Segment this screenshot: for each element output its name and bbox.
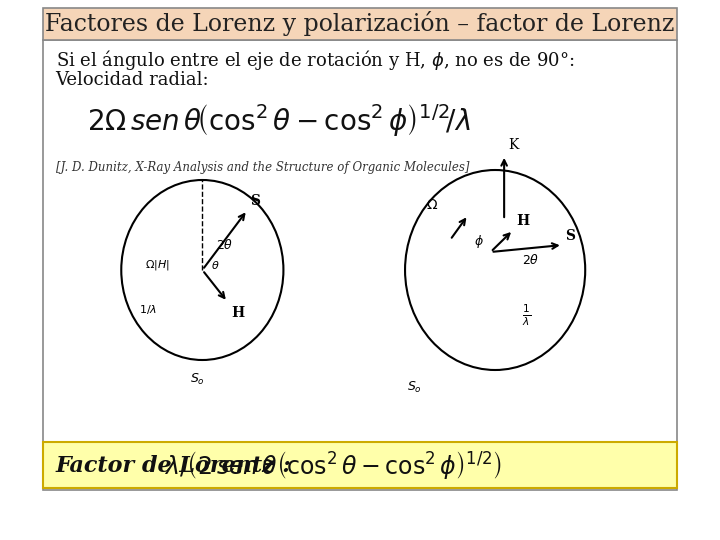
Text: $\phi$: $\phi$ (474, 233, 484, 251)
Text: $2\Omega\,sen\,\theta\!\left(\cos^2\theta - \cos^2\phi\right)^{1/2}\!/\lambda$: $2\Omega\,sen\,\theta\!\left(\cos^2\thet… (87, 102, 471, 138)
Text: [J. D. Dunitz, X-Ray Analysis and the Structure of Organic Molecules]: [J. D. Dunitz, X-Ray Analysis and the St… (55, 161, 469, 174)
Text: S: S (250, 194, 260, 208)
Text: $S_o$: $S_o$ (407, 380, 421, 395)
Text: K: K (508, 138, 519, 152)
Text: H: H (516, 214, 529, 228)
Text: $\Omega$: $\Omega$ (426, 198, 438, 212)
Text: $S_o$: $S_o$ (190, 372, 205, 387)
Text: Factor de Lorentz :: Factor de Lorentz : (55, 454, 292, 476)
Text: H: H (231, 306, 244, 320)
Text: Si el ángulo entre el eje de rotación y H, $\phi$, no es de 90°:: Si el ángulo entre el eje de rotación y … (55, 48, 574, 72)
FancyBboxPatch shape (43, 40, 677, 490)
Text: $1/\lambda$: $1/\lambda$ (139, 303, 158, 316)
Text: S: S (565, 229, 575, 243)
Text: $2\theta$: $2\theta$ (522, 253, 539, 267)
Text: $\theta$: $\theta$ (212, 259, 220, 271)
Text: $2\theta$: $2\theta$ (216, 238, 233, 252)
Text: $\Omega|H|$: $\Omega|H|$ (145, 258, 170, 272)
FancyBboxPatch shape (43, 442, 677, 488)
Text: Velocidad radial:: Velocidad radial: (55, 71, 209, 89)
FancyBboxPatch shape (43, 8, 677, 40)
Text: Factores de Lorenz y polarización – factor de Lorenz: Factores de Lorenz y polarización – fact… (45, 11, 675, 37)
Text: $\frac{1}{\lambda}$: $\frac{1}{\lambda}$ (522, 302, 531, 328)
Text: $\lambda/\left(2\,sen\,\theta\left(\cos^2\theta - \cos^2\phi\right)^{1/2}\right): $\lambda/\left(2\,sen\,\theta\left(\cos^… (164, 449, 502, 481)
